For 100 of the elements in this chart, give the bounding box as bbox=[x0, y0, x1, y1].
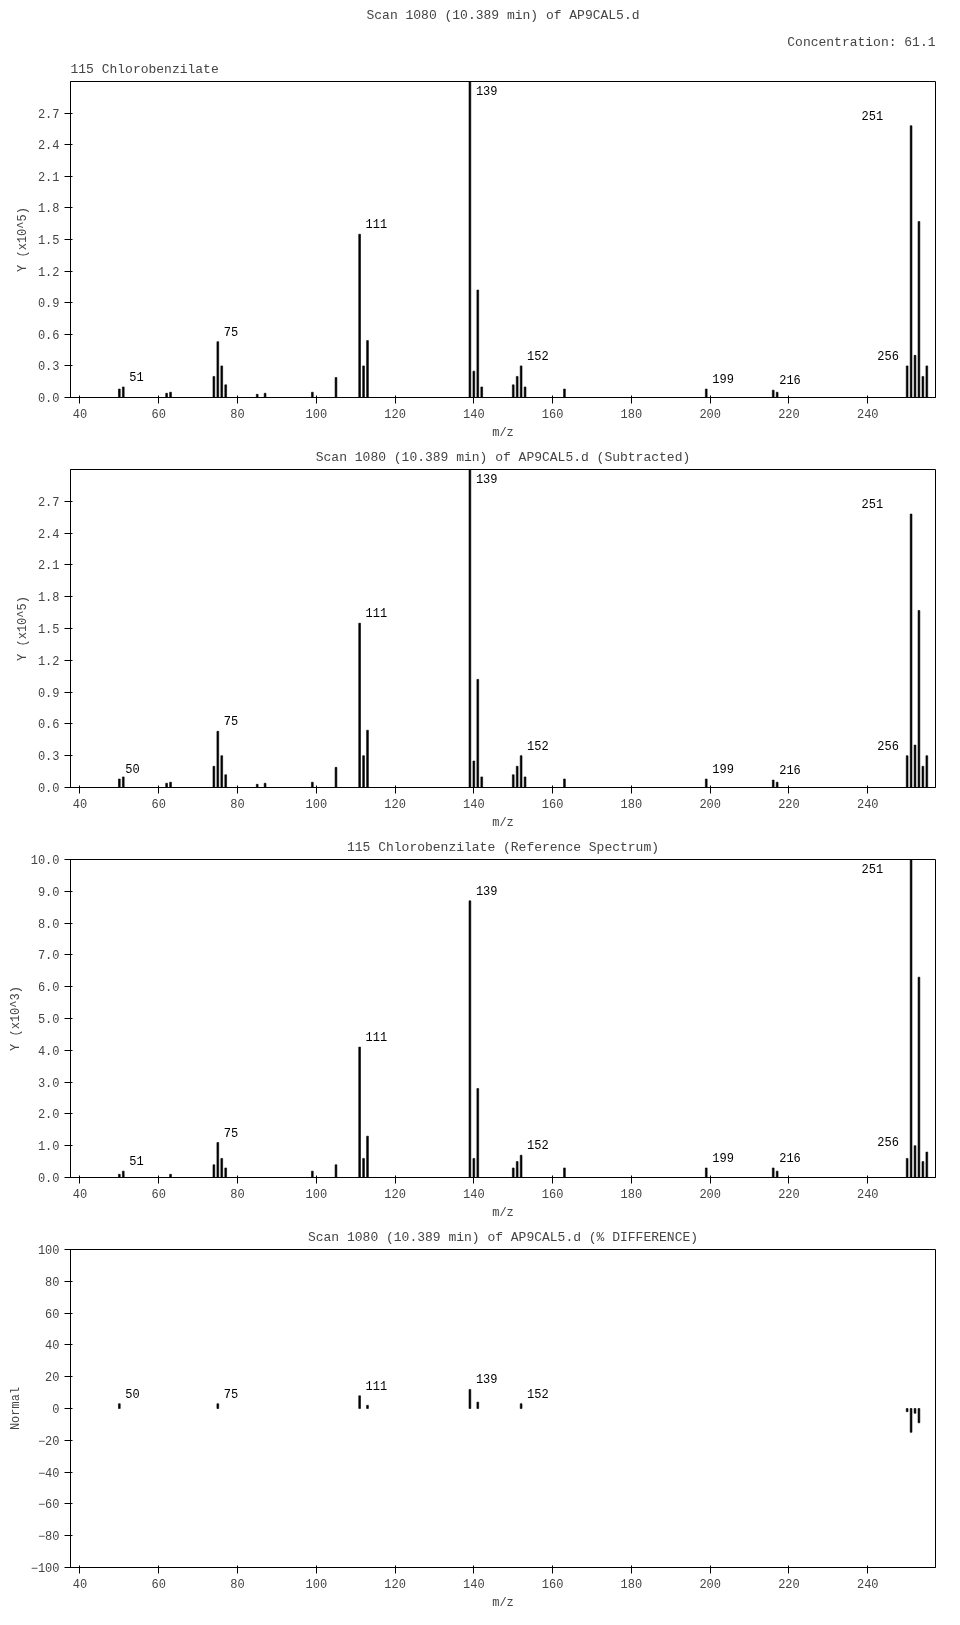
y-tick-label: 2.1 bbox=[37, 170, 60, 185]
y-tick-label: 2.0 bbox=[37, 1108, 60, 1123]
x-tick-label: 120 bbox=[384, 1577, 406, 1592]
annotation: 50 bbox=[125, 1387, 140, 1402]
y-tick-label: 0 bbox=[52, 1403, 60, 1417]
x-tick-label: 220 bbox=[778, 407, 800, 422]
y-axis-title: Y (x10^3) bbox=[8, 986, 23, 1051]
annotation: 139 bbox=[475, 84, 498, 99]
y-tick-label: −20 bbox=[37, 1434, 60, 1449]
x-tick-label: 160 bbox=[541, 1187, 564, 1202]
annotation: 111 bbox=[365, 1379, 388, 1394]
text: Concentration: 61.1 bbox=[787, 34, 936, 50]
y-axis-title: Normal bbox=[8, 1386, 23, 1431]
x-tick-label: 120 bbox=[384, 1187, 406, 1202]
y-tick-label: 1.2 bbox=[37, 654, 60, 669]
x-tick-label: 240 bbox=[856, 407, 879, 422]
annotation: 251 bbox=[861, 109, 884, 124]
chart-title: 115 Chlorobenzilate (Reference Spectrum) bbox=[346, 839, 660, 855]
y-tick-label: 3.0 bbox=[37, 1076, 60, 1091]
x-tick-label: 40 bbox=[72, 1187, 88, 1202]
y-tick-label: 0.6 bbox=[37, 328, 60, 343]
y-tick-label: 1.5 bbox=[37, 623, 60, 637]
annotation: 199 bbox=[712, 1151, 734, 1166]
chart-title: Scan 1080 (10.389 min) of AP9CAL5.d (Subtracted) bbox=[315, 449, 691, 465]
annotation: 216 bbox=[779, 764, 801, 779]
y-tick-label: −60 bbox=[37, 1498, 60, 1513]
annotation: 75 bbox=[223, 715, 239, 730]
y-tick-label: 2.7 bbox=[37, 495, 60, 510]
x-tick-label: 60 bbox=[151, 797, 166, 812]
y-tick-label: 80 bbox=[45, 1275, 60, 1290]
chart-title: Scan 1080 (10.389 min) of AP9CAL5.d bbox=[366, 7, 640, 23]
x-tick-label: 100 bbox=[305, 1577, 328, 1592]
x-axis-title: m/z bbox=[492, 1595, 514, 1610]
annotation: 152 bbox=[527, 739, 549, 754]
y-tick-label: 0.3 bbox=[37, 360, 60, 375]
annotation: 50 bbox=[125, 763, 140, 778]
y-tick-label: 2.1 bbox=[37, 559, 60, 574]
x-tick-label: 60 bbox=[151, 1577, 166, 1592]
x-tick-label: 140 bbox=[463, 407, 485, 422]
x-tick-label: 100 bbox=[305, 407, 328, 422]
annotation: 75 bbox=[223, 325, 239, 340]
x-tick-label: 240 bbox=[856, 1577, 879, 1592]
annotation: 139 bbox=[475, 1373, 498, 1388]
annotation: 199 bbox=[712, 763, 734, 778]
x-tick-label: 200 bbox=[699, 1187, 721, 1202]
x-tick-label: 180 bbox=[620, 797, 643, 812]
x-tick-label: 240 bbox=[856, 797, 879, 812]
x-tick-label: 220 bbox=[778, 1187, 800, 1202]
x-tick-label: 240 bbox=[856, 1187, 879, 1202]
y-tick-label: 4.0 bbox=[37, 1044, 60, 1059]
y-tick-label: 7.0 bbox=[37, 949, 60, 964]
x-tick-label: 100 bbox=[305, 1187, 328, 1202]
y-tick-label: 0.0 bbox=[37, 1172, 60, 1186]
x-tick-label: 40 bbox=[72, 1577, 88, 1592]
x-tick-label: 200 bbox=[699, 797, 721, 812]
x-tick-label: 40 bbox=[72, 407, 88, 422]
y-tick-label: 1.8 bbox=[37, 202, 60, 217]
y-tick-label: −40 bbox=[37, 1466, 60, 1481]
x-tick-label: 140 bbox=[463, 1577, 485, 1592]
x-tick-label: 160 bbox=[541, 407, 564, 422]
x-tick-label: 160 bbox=[541, 797, 564, 812]
chart-title: Scan 1080 (10.389 min) of AP9CAL5.d (% DIFFERENCE) bbox=[307, 1229, 699, 1245]
x-tick-label: 160 bbox=[541, 1577, 564, 1592]
y-tick-label: 1.2 bbox=[37, 265, 60, 280]
x-tick-label: 100 bbox=[305, 797, 328, 812]
text: 115 Chlorobenzilate bbox=[70, 61, 219, 77]
annotation: 152 bbox=[527, 349, 549, 364]
x-tick-label: 140 bbox=[463, 1187, 485, 1202]
annotation: 111 bbox=[365, 218, 388, 233]
x-tick-label: 80 bbox=[230, 1187, 245, 1202]
y-tick-label: 1.0 bbox=[37, 1140, 60, 1155]
y-tick-label: 20 bbox=[45, 1371, 60, 1386]
y-tick-label: 0.3 bbox=[37, 750, 60, 765]
y-tick-label: 40 bbox=[45, 1339, 60, 1354]
annotation: 51 bbox=[129, 370, 144, 385]
y-axis-title: Y (x10^5) bbox=[15, 596, 30, 661]
x-tick-label: 200 bbox=[699, 407, 721, 422]
x-axis-title: m/z bbox=[492, 815, 514, 830]
y-tick-label: 0.0 bbox=[37, 392, 60, 406]
y-tick-label: 2.7 bbox=[37, 107, 60, 122]
x-tick-label: 180 bbox=[620, 1187, 643, 1202]
y-tick-label: 1.8 bbox=[37, 591, 60, 606]
annotation: 111 bbox=[365, 607, 388, 622]
x-tick-label: 180 bbox=[620, 407, 643, 422]
annotation: 216 bbox=[779, 1151, 801, 1166]
annotation: 256 bbox=[877, 1136, 899, 1151]
x-tick-label: 200 bbox=[699, 1577, 721, 1592]
x-tick-label: 40 bbox=[72, 797, 88, 812]
y-tick-label: −100 bbox=[30, 1562, 60, 1576]
x-tick-label: 120 bbox=[384, 407, 406, 422]
annotation: 75 bbox=[223, 1387, 239, 1402]
annotation: 256 bbox=[877, 349, 899, 364]
annotation: 251 bbox=[861, 498, 884, 513]
x-tick-label: 80 bbox=[230, 797, 245, 812]
annotation: 199 bbox=[712, 373, 734, 388]
y-tick-label: 2.4 bbox=[37, 139, 60, 154]
annotation: 111 bbox=[365, 1031, 388, 1046]
annotation: 251 bbox=[861, 862, 884, 877]
x-axis-title: m/z bbox=[492, 425, 514, 440]
y-tick-label: 1.5 bbox=[37, 234, 60, 248]
